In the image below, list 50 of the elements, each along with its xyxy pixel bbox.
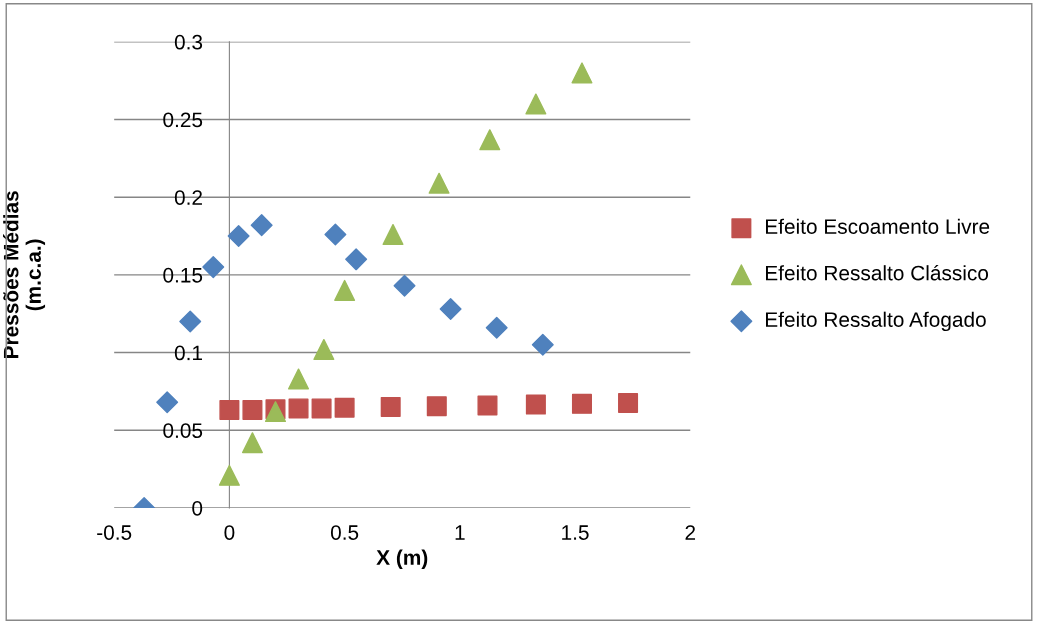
point (439, 298, 462, 321)
point (618, 393, 639, 414)
x-tick-label: 2 (685, 525, 696, 540)
legend-label: Efeito Escoamento Livre (766, 218, 990, 234)
y-tick-label: 0.15 (163, 267, 203, 283)
x-axis-title: X (m) (376, 549, 428, 569)
point (202, 256, 225, 279)
x-tick-label: -0.5 (97, 525, 132, 540)
point (525, 394, 546, 415)
point (479, 129, 501, 151)
point (219, 400, 240, 421)
point (288, 398, 309, 419)
point (345, 248, 368, 271)
y-tick-label: 0.2 (174, 190, 202, 205)
y-tick-label: 0.05 (163, 423, 203, 438)
x-tick-label: 1 (455, 525, 465, 540)
y-tick-label: 0.1 (174, 345, 202, 361)
point (382, 223, 404, 245)
point (428, 172, 450, 194)
point (311, 398, 332, 419)
point (241, 432, 263, 454)
y-tick-label: 0.3 (174, 34, 203, 50)
y-tick-label: 0 (192, 500, 203, 516)
point (218, 464, 240, 486)
x-tick-label: 0.5 (330, 525, 359, 540)
point (250, 214, 273, 237)
point (380, 396, 401, 417)
legend-label: Efeito Ressalto Clássico (766, 264, 989, 281)
point (485, 316, 508, 339)
point (288, 368, 310, 390)
point (156, 391, 179, 414)
y-tick-label: 0.25 (163, 112, 203, 128)
point (227, 225, 250, 248)
point (426, 396, 447, 417)
point (242, 400, 263, 421)
legend-label: Efeito Ressalto Afogado (766, 311, 986, 332)
point (179, 310, 202, 333)
x-tick-label: 1.5 (562, 525, 589, 540)
point (571, 62, 593, 84)
point (531, 333, 554, 356)
point (334, 279, 356, 301)
x-tick-label: 0 (224, 525, 235, 540)
y-axis-title: Pressões Médias (m.c.a.) (3, 191, 46, 359)
point (313, 338, 335, 360)
point (571, 393, 592, 414)
point (324, 223, 347, 246)
point (393, 274, 416, 297)
point (477, 395, 498, 416)
point (525, 93, 547, 115)
point (334, 397, 355, 418)
